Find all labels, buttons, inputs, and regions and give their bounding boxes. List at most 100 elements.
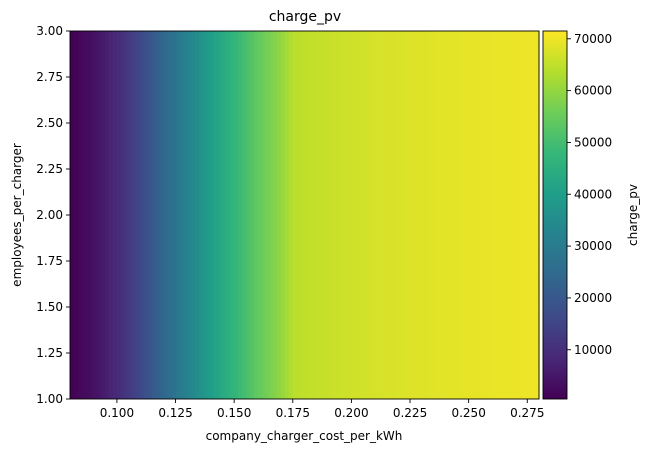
heatmap-cell bbox=[378, 31, 384, 399]
colorbar-tick-label: 30000 bbox=[574, 239, 612, 253]
y-tick-label: 1.25 bbox=[36, 346, 63, 360]
chart-title: charge_pv bbox=[269, 9, 341, 25]
heatmap-cell bbox=[179, 31, 184, 399]
heatmap-cells bbox=[70, 31, 540, 399]
heatmap-cell bbox=[499, 31, 505, 399]
heatmap-cell bbox=[265, 31, 270, 399]
heatmap-cell bbox=[331, 31, 337, 399]
heatmap-cell bbox=[386, 31, 392, 399]
heatmap-cell bbox=[191, 31, 196, 399]
x-axis-label: company_charger_cost_per_kWh bbox=[206, 429, 403, 443]
heatmap-cell bbox=[413, 31, 419, 399]
heatmap-cell bbox=[507, 31, 513, 399]
heatmap-cell bbox=[70, 31, 75, 399]
heatmap-cell bbox=[417, 31, 423, 399]
heatmap-cell bbox=[480, 31, 485, 399]
heatmap-cell bbox=[359, 31, 364, 399]
heatmap-cell bbox=[124, 31, 130, 399]
heatmap-cell bbox=[101, 31, 106, 399]
heatmap-cell bbox=[277, 31, 282, 399]
heatmap-cell bbox=[171, 31, 177, 399]
heatmap-cell bbox=[453, 31, 458, 399]
heatmap-cell bbox=[449, 31, 454, 399]
heatmap-cell bbox=[97, 31, 102, 399]
y-tick-label: 1.50 bbox=[36, 300, 63, 314]
colorbar-tick-label: 50000 bbox=[574, 135, 612, 149]
heatmap-cell bbox=[484, 31, 489, 399]
y-tick-label: 2.50 bbox=[36, 116, 63, 130]
heatmap-cell bbox=[116, 31, 122, 399]
heatmap-cell bbox=[105, 31, 110, 399]
y-tick-label: 2.75 bbox=[36, 70, 63, 84]
colorbar bbox=[542, 30, 568, 400]
heatmap-cell bbox=[273, 31, 278, 399]
y-tick-label: 3.00 bbox=[36, 24, 63, 38]
heatmap-cell bbox=[148, 31, 153, 399]
heatmap-cell bbox=[85, 31, 91, 399]
heatmap-cell bbox=[515, 31, 521, 399]
heatmap-cell bbox=[159, 31, 165, 399]
heatmap-cell bbox=[327, 31, 333, 399]
heatmap-cell bbox=[81, 31, 87, 399]
heatmap-cell bbox=[421, 31, 427, 399]
heatmap-cell bbox=[93, 31, 98, 399]
heatmap-cell bbox=[496, 31, 501, 399]
x-tick-label: 0.100 bbox=[100, 406, 134, 420]
heatmap-cell bbox=[324, 31, 329, 399]
x-tick-label: 0.275 bbox=[510, 406, 544, 420]
heatmap-cell bbox=[535, 31, 540, 399]
heatmap-cell bbox=[304, 31, 310, 399]
heatmap-cell bbox=[437, 31, 442, 399]
heatmap-cell bbox=[394, 31, 399, 399]
y-axis-ticks: 1.00 1.25 1.50 1.75 2.00 2.25 2.50 2.75 3.00 bbox=[36, 24, 70, 406]
heatmap-cell bbox=[261, 31, 267, 399]
heatmap-cell bbox=[308, 31, 313, 399]
heatmap-cell bbox=[112, 31, 118, 399]
heatmap-cell bbox=[202, 31, 208, 399]
heatmap-cell bbox=[339, 31, 345, 399]
heatmap-cell bbox=[503, 31, 509, 399]
heatmap-cell bbox=[390, 31, 395, 399]
heatmap-cell bbox=[300, 31, 306, 399]
heatmap-cell bbox=[210, 31, 216, 399]
heatmap-cell bbox=[429, 31, 435, 399]
heatmap-cell bbox=[77, 31, 83, 399]
heatmap-cell bbox=[531, 31, 536, 399]
heatmap-cell bbox=[73, 31, 79, 399]
x-axis-ticks: 0.100 0.125 0.150 0.175 0.200 0.225 0.250 0.275 bbox=[100, 399, 544, 420]
heatmap-cell bbox=[284, 31, 290, 399]
heatmap-cell bbox=[296, 31, 302, 399]
heatmap-cell bbox=[214, 31, 220, 399]
colorbar-tick-label: 10000 bbox=[574, 343, 612, 357]
heatmap-cell bbox=[343, 31, 349, 399]
colorbar-tick-label: 60000 bbox=[574, 84, 612, 98]
heatmap-cell bbox=[402, 31, 407, 399]
x-tick-label: 0.125 bbox=[158, 406, 192, 420]
heatmap-cell bbox=[234, 31, 239, 399]
heatmap-cell bbox=[257, 31, 263, 399]
heatmap-cell bbox=[183, 31, 188, 399]
y-tick-label: 1.75 bbox=[36, 254, 63, 268]
y-tick-label: 2.25 bbox=[36, 162, 63, 176]
heatmap-cell bbox=[316, 31, 321, 399]
heatmap-cell bbox=[406, 31, 411, 399]
heatmap-cell bbox=[351, 31, 356, 399]
heatmap-cell bbox=[198, 31, 204, 399]
heatmap-cell bbox=[374, 31, 380, 399]
heatmap-cell bbox=[163, 31, 169, 399]
heatmap-cell bbox=[312, 31, 317, 399]
x-tick-label: 0.150 bbox=[217, 406, 251, 420]
heatmap-cell bbox=[226, 31, 231, 399]
heatmap-cell bbox=[367, 31, 372, 399]
heatmap-cell bbox=[410, 31, 415, 399]
heatmap-cell bbox=[253, 31, 259, 399]
heatmap-cell bbox=[195, 31, 200, 399]
heatmap-cell bbox=[144, 31, 149, 399]
heatmap-cell bbox=[320, 31, 325, 399]
heatmap-cell bbox=[288, 31, 294, 399]
heatmap-cell bbox=[519, 31, 524, 399]
heatmap-cell bbox=[128, 31, 134, 399]
heatmap-cell bbox=[206, 31, 212, 399]
heatmap-cell bbox=[218, 31, 224, 399]
